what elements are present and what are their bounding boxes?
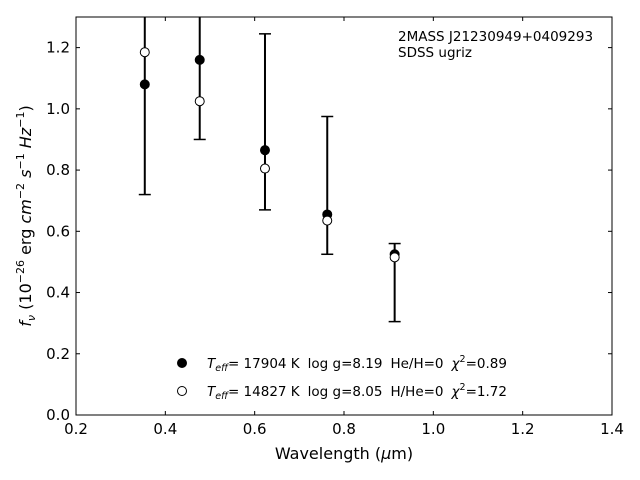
- annotation-object-name: 2MASS J21230949+0409293: [398, 29, 593, 45]
- y-tick-label: 0.6: [46, 222, 70, 240]
- point-model-open: [389, 252, 400, 263]
- y-tick-label: 1.2: [46, 39, 70, 57]
- point-model-filled: [139, 79, 150, 90]
- plot-frame: [75, 16, 613, 416]
- annotation-survey: SDSS ugriz: [398, 45, 472, 61]
- y-tick-label: 0.0: [46, 406, 70, 424]
- x-tick-label: 1.0: [421, 420, 445, 438]
- x-tick-label: 0.6: [243, 420, 267, 438]
- data-points: [139, 47, 400, 263]
- point-model-open: [194, 96, 205, 107]
- tick-labels: 0.2 0.4 0.6 0.8 1.0 1.2 1.40.00.20.40.60.81.01…: [46, 39, 624, 438]
- x-axis-label: Wavelength (μm): [275, 444, 413, 463]
- x-tick-label: 0.2: [64, 420, 88, 438]
- point-model-filled: [259, 145, 270, 156]
- legend-marker-filled: [177, 358, 187, 368]
- point-model-open: [139, 47, 150, 58]
- x-tick-label: 0.4: [153, 420, 177, 438]
- x-tick-label: 1.2: [511, 420, 535, 438]
- point-model-open: [322, 215, 333, 226]
- legend-marker-open: [177, 386, 187, 396]
- x-tick-label: 0.8: [332, 420, 356, 438]
- axis-ticks: [75, 17, 613, 416]
- x-tick-label: 1.4: [600, 420, 624, 438]
- y-tick-label: 0.2: [46, 345, 70, 363]
- point-model-open: [259, 163, 270, 174]
- y-tick-label: 0.8: [46, 161, 70, 179]
- y-axis-label: fν (10−26 erg cm−2 s−1 Hz−1): [14, 105, 38, 326]
- point-model-filled: [194, 54, 205, 65]
- error-bars: [138, 17, 401, 323]
- y-tick-label: 1.0: [46, 100, 70, 118]
- y-tick-label: 0.4: [46, 284, 70, 302]
